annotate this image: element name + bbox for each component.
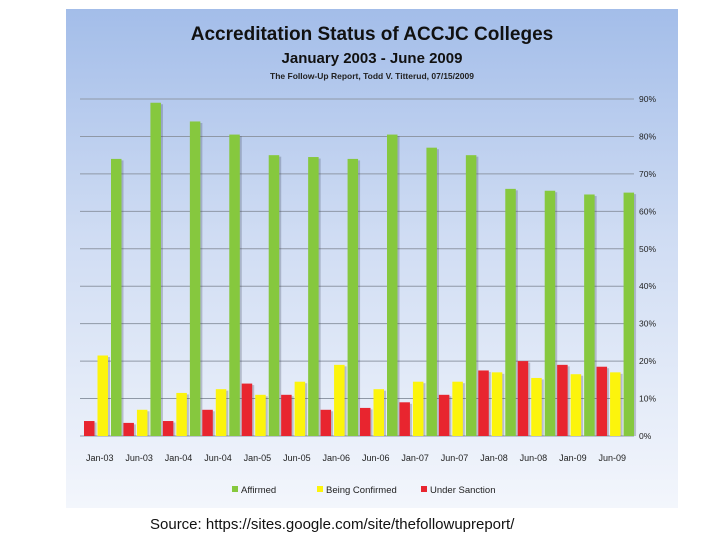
x-tick-label: Jan-06 [323, 453, 351, 463]
y-tick-label: 10% [639, 394, 656, 404]
legend-label-being-confirmed: Being Confirmed [326, 485, 397, 496]
bar-affirmed-jan-05 [268, 155, 280, 436]
bar-being-confirmed-jan-05 [255, 394, 266, 436]
bar-under-sanction-jan-08 [478, 370, 489, 436]
bar-affirmed-jan-04 [189, 121, 201, 436]
bar-being-confirmed-jun-03 [136, 409, 148, 436]
bars [84, 102, 637, 437]
bar-under-sanction-jan-06 [320, 409, 332, 436]
bar-being-confirmed-jun-05 [294, 381, 306, 436]
chart-panel: Accreditation Status of ACCJC Colleges J… [66, 9, 678, 508]
x-tick-label: Jun-07 [441, 453, 469, 463]
x-tick-label: Jan-08 [480, 453, 508, 463]
x-tick-label: Jan-04 [165, 453, 193, 463]
bar-under-sanction-jun-05 [281, 394, 292, 436]
bar-affirmed-jun-05 [308, 157, 319, 437]
bar-under-sanction-jan-03 [84, 421, 95, 436]
bar-under-sanction-jan-05 [241, 383, 253, 436]
x-tick-label: Jan-09 [559, 453, 587, 463]
x-tick-label: Jun-08 [520, 453, 548, 463]
bar-being-confirmed-jan-08 [491, 372, 503, 436]
chart-title: Accreditation Status of ACCJC Colleges [191, 24, 553, 45]
bar-under-sanction-jun-04 [202, 409, 213, 436]
x-tick-label: Jun-04 [204, 453, 232, 463]
bar-under-sanction-jan-09 [557, 364, 568, 436]
bar-affirmed-jan-08 [505, 188, 516, 436]
source-caption: Source: https://sites.google.com/site/th… [150, 516, 515, 533]
bar-being-confirmed-jan-07 [412, 381, 424, 436]
bar-affirmed-jan-06 [347, 158, 359, 436]
legend: Affirmed Being Confirmed Under Sanction [232, 485, 495, 496]
bar-under-sanction-jun-06 [360, 407, 371, 436]
x-tick-label: Jan-05 [244, 453, 272, 463]
bar-being-confirmed-jan-09 [570, 374, 582, 436]
bar-under-sanction-jun-07 [438, 394, 450, 436]
bar-affirmed-jun-07 [465, 155, 477, 436]
bar-under-sanction-jun-08 [517, 361, 529, 436]
bar-being-confirmed-jan-04 [176, 392, 187, 436]
bar-being-confirmed-jun-09 [610, 372, 621, 436]
x-axis-labels: Jan-03 Jun-03 Jan-04 Jun-04 Jan-05 Jun-05 Jan-… [86, 453, 626, 463]
bar-under-sanction-jan-04 [162, 421, 174, 436]
x-tick-label: Jun-09 [599, 453, 627, 463]
x-tick-label: Jan-07 [401, 453, 429, 463]
bar-affirmed-jan-07 [426, 147, 437, 436]
legend-swatch-being-confirmed [317, 486, 323, 492]
bar-being-confirmed-jun-08 [531, 377, 542, 436]
bar-chart: Accreditation Status of ACCJC Colleges J… [80, 24, 656, 496]
bar-being-confirmed-jun-04 [215, 389, 227, 436]
bar-under-sanction-jun-03 [123, 422, 134, 436]
chart-credit: The Follow-Up Report, Todd V. Titterud, … [270, 71, 474, 81]
y-tick-label: 70% [639, 169, 656, 179]
bar-being-confirmed-jun-07 [452, 381, 463, 436]
bar-affirmed-jun-03 [150, 102, 161, 436]
legend-label-under-sanction: Under Sanction [430, 485, 495, 496]
bar-being-confirmed-jan-06 [334, 364, 345, 436]
y-tick-label: 40% [639, 281, 656, 291]
bar-under-sanction-jan-07 [399, 402, 410, 436]
x-tick-label: Jan-03 [86, 453, 114, 463]
bar-affirmed-jan-03 [111, 158, 122, 436]
y-tick-label: 0% [639, 431, 652, 441]
legend-swatch-under-sanction [421, 486, 427, 492]
bar-affirmed-jun-04 [229, 134, 240, 437]
bar-affirmed-jan-09 [584, 194, 595, 436]
bar-affirmed-jun-09 [623, 192, 635, 436]
y-axis-labels: 0% 10% 20% 30% 40% 50% 60% 70% 80% 90% [639, 94, 656, 441]
bar-affirmed-jun-08 [544, 190, 556, 436]
x-tick-label: Jun-05 [283, 453, 311, 463]
x-tick-label: Jun-03 [125, 453, 153, 463]
y-tick-label: 30% [639, 319, 656, 329]
chart-subtitle: January 2003 - June 2009 [282, 50, 463, 67]
y-tick-label: 50% [639, 244, 656, 254]
y-tick-label: 20% [639, 356, 656, 366]
bar-affirmed-jun-06 [387, 134, 398, 437]
legend-swatch-affirmed [232, 486, 238, 492]
x-tick-label: Jun-06 [362, 453, 390, 463]
bar-under-sanction-jun-09 [596, 366, 608, 436]
y-tick-label: 90% [639, 94, 656, 104]
bar-being-confirmed-jan-03 [97, 355, 108, 436]
y-tick-label: 80% [639, 131, 656, 141]
y-tick-label: 60% [639, 206, 656, 216]
bar-being-confirmed-jun-06 [373, 389, 384, 436]
legend-label-affirmed: Affirmed [241, 485, 276, 496]
